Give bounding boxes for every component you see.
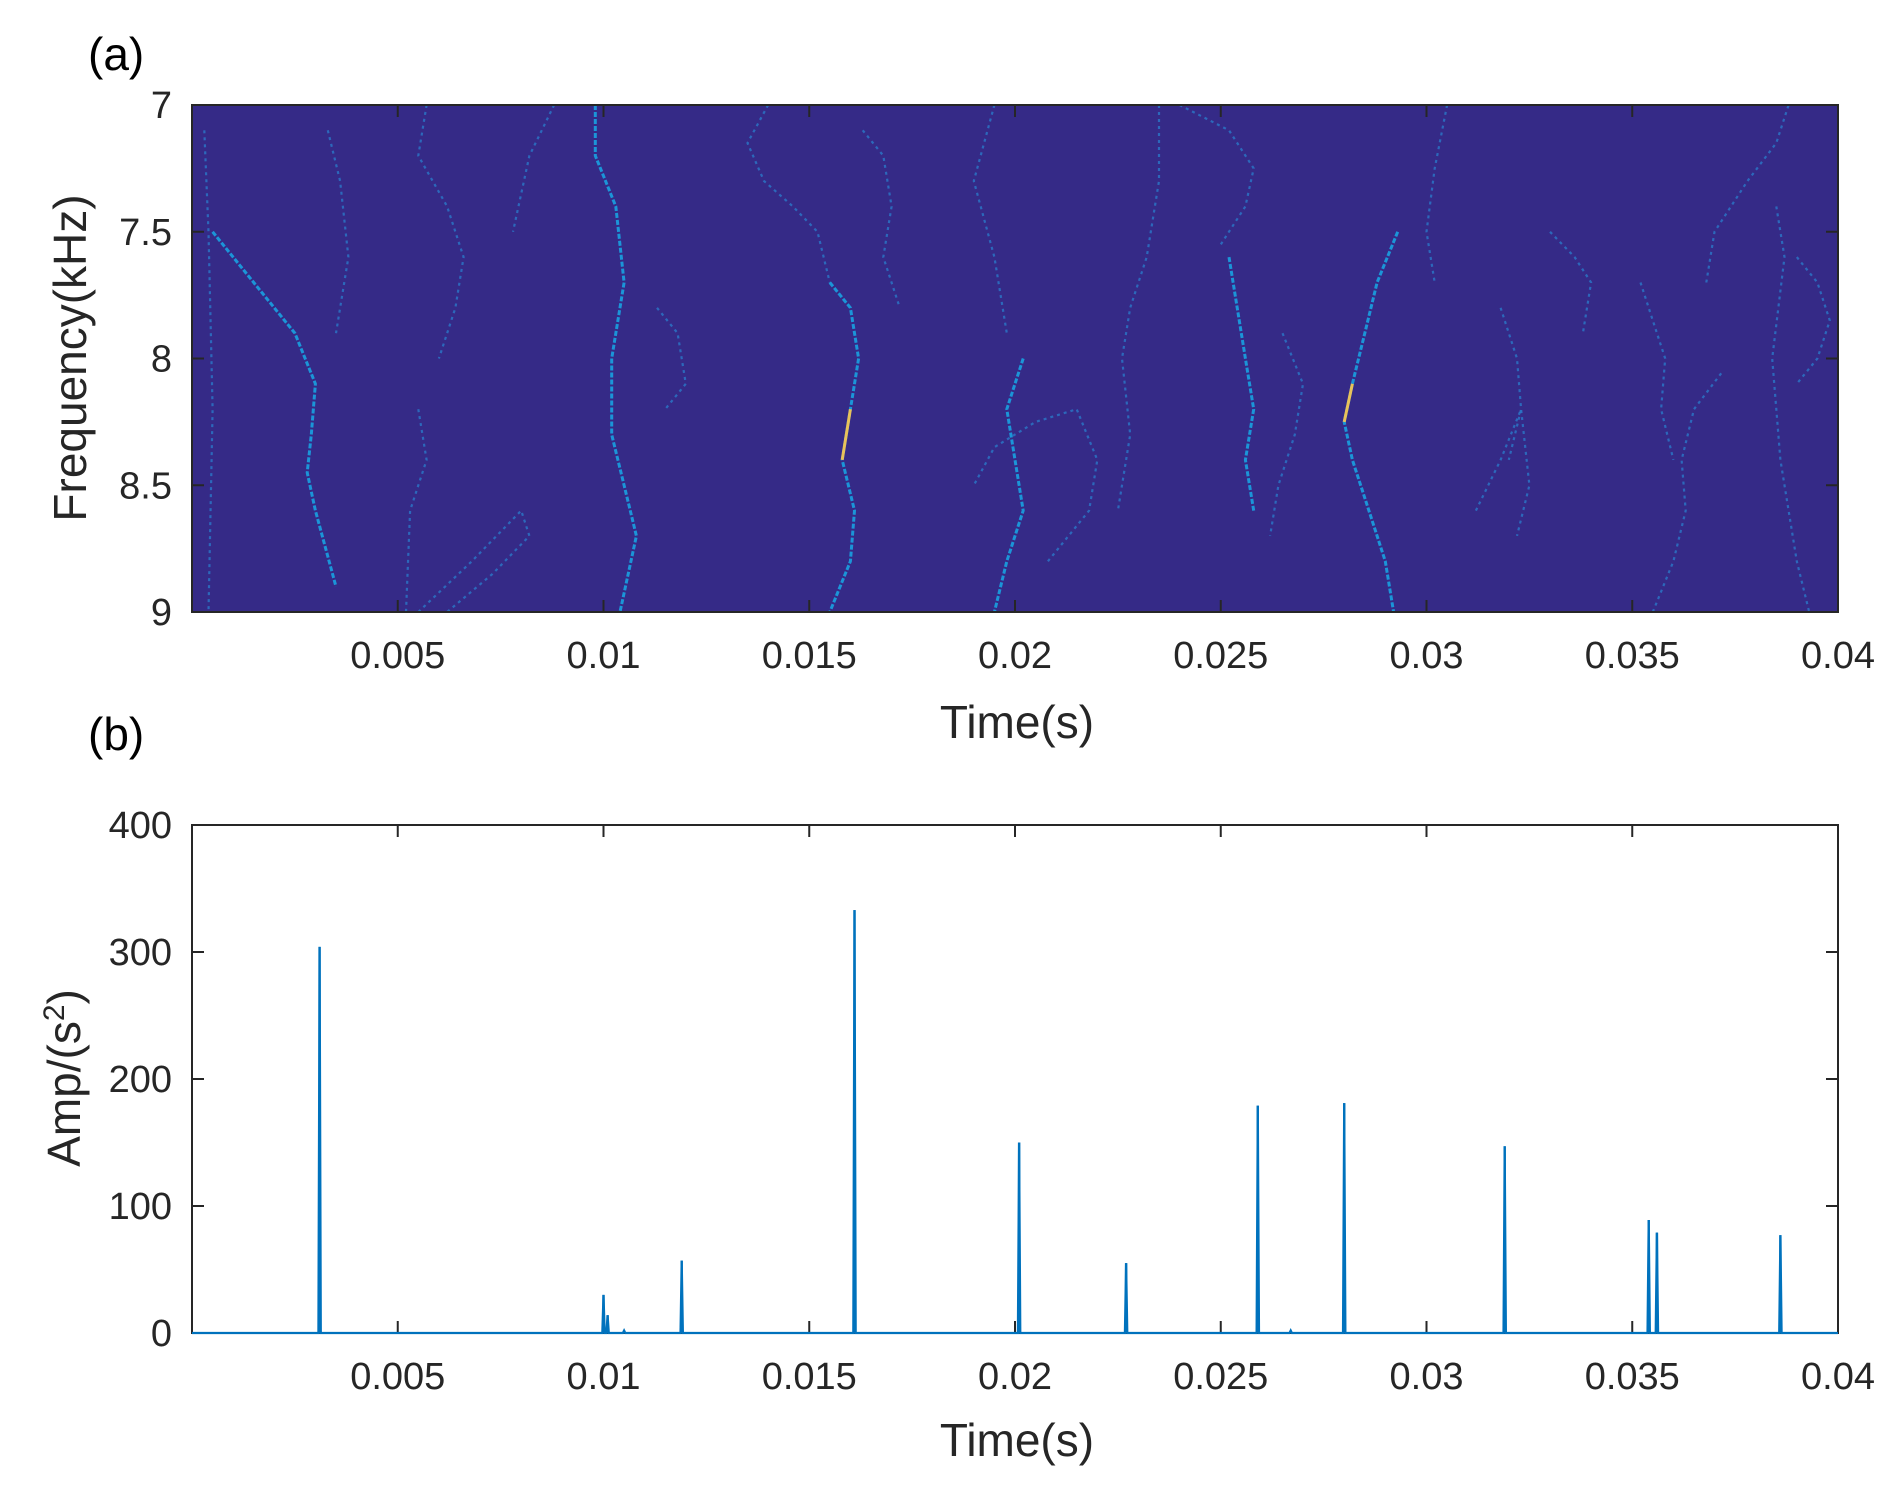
- ridge-highlight-10: [840, 408, 852, 461]
- x-tick-label: 0.02: [978, 1356, 1052, 1398]
- ridge-line-18: [1269, 332, 1305, 537]
- x-tick-label: 0.035: [1585, 1356, 1680, 1398]
- ridge-line-6: [511, 104, 556, 233]
- x-tick-label: 0.035: [1585, 635, 1680, 677]
- x-tick-label: 0.015: [762, 635, 857, 677]
- x-tick-label: 0.005: [350, 1356, 445, 1398]
- ridge-line-0: [203, 130, 214, 613]
- y-tick-label: 0: [151, 1313, 172, 1355]
- amplitude-y-axis-label-main: Amp/(s: [38, 1021, 90, 1167]
- ridge-line-3: [404, 409, 428, 613]
- ridge-highlight-19: [1342, 383, 1354, 423]
- x-tick-label: 0.04: [1801, 1356, 1875, 1398]
- y-tick-label: 100: [109, 1186, 172, 1228]
- ridge-line-22: [1474, 408, 1531, 537]
- x-tick-label: 0.04: [1801, 635, 1875, 677]
- y-tick-label: 8.5: [119, 465, 172, 507]
- ridge-line-20: [1425, 104, 1449, 283]
- ridge-line-12: [972, 104, 1008, 334]
- y-tick-label: 300: [109, 932, 172, 974]
- ridge-line-8: [656, 307, 687, 410]
- amplitude-x-ticks: 0.005 0.01 0.015 0.02 0.025 0.03 0.035 0.04: [350, 825, 1875, 1398]
- amplitude-y-axis-label: Amp/(s2): [38, 989, 90, 1167]
- ridge-line-16: [1179, 104, 1255, 245]
- ridge-line-4: [417, 104, 465, 359]
- x-tick-label: 0.01: [567, 1356, 641, 1398]
- ridge-line-13: [992, 358, 1025, 613]
- ridge-line-11: [861, 129, 901, 309]
- panel-b-label: (b): [88, 708, 144, 760]
- ridge-line-7: [593, 105, 638, 613]
- y-tick-label: 7.5: [119, 212, 172, 254]
- spectrogram-ridges: [203, 104, 1831, 613]
- y-tick-label: 400: [109, 805, 172, 847]
- spectrogram-x-ticks: 0.005 0.01 0.015 0.02 0.025 0.03 0.035 0.04: [350, 105, 1875, 677]
- ridge-line-21: [1499, 307, 1523, 461]
- ridge-line-28: [1795, 256, 1831, 385]
- amplitude-frame: [191, 824, 1839, 1334]
- ridge-line-1: [211, 230, 338, 588]
- x-tick-label: 0.01: [567, 635, 641, 677]
- spectrogram-y-ticks: 7 7.5 8 8.5 9: [119, 85, 1838, 634]
- x-tick-label: 0.02: [978, 635, 1052, 677]
- panel-a-label: (a): [88, 28, 144, 80]
- ridge-line-27: [1771, 206, 1811, 613]
- ridge-line-23: [1549, 231, 1593, 334]
- x-tick-label: 0.025: [1173, 635, 1268, 677]
- amplitude-y-ticks: 0 100 200 300 400: [109, 805, 1838, 1355]
- y-tick-label: 8: [151, 339, 172, 381]
- y-tick-label: 7: [151, 85, 172, 127]
- amplitude-series-line: [192, 910, 1838, 1335]
- y-tick-label: 9: [151, 592, 172, 634]
- spectrogram-y-axis-label: Frequency(kHz): [44, 194, 96, 521]
- x-tick-label: 0.03: [1390, 635, 1464, 677]
- ridge-line-14: [972, 408, 1099, 562]
- x-tick-label: 0.03: [1390, 1356, 1464, 1398]
- amplitude-y-axis-label-end: ): [38, 989, 90, 1004]
- amplitude-panel: 0.005 0.01 0.015 0.02 0.025 0.03 0.035 0.04 0 10…: [109, 805, 1875, 1398]
- ridge-line-25: [1651, 370, 1724, 613]
- y-tick-label: 200: [109, 1059, 172, 1101]
- ridge-line-17: [1227, 256, 1256, 511]
- spectrogram-panel: 0.005 0.01 0.015 0.02 0.025 0.03 0.035 0.04 7 7.…: [119, 85, 1875, 677]
- spectrogram-x-axis-label: Time(s): [940, 696, 1094, 748]
- ridge-line-9: [746, 104, 831, 283]
- amplitude-x-axis-label: Time(s): [940, 1414, 1094, 1466]
- amplitude-y-axis-label-sup: 2: [38, 1004, 71, 1021]
- x-tick-label: 0.015: [762, 1356, 857, 1398]
- spectrogram-background: [192, 105, 1838, 612]
- x-tick-label: 0.025: [1173, 1356, 1268, 1398]
- ridge-line-24: [1639, 282, 1675, 461]
- x-tick-label: 0.005: [350, 635, 445, 677]
